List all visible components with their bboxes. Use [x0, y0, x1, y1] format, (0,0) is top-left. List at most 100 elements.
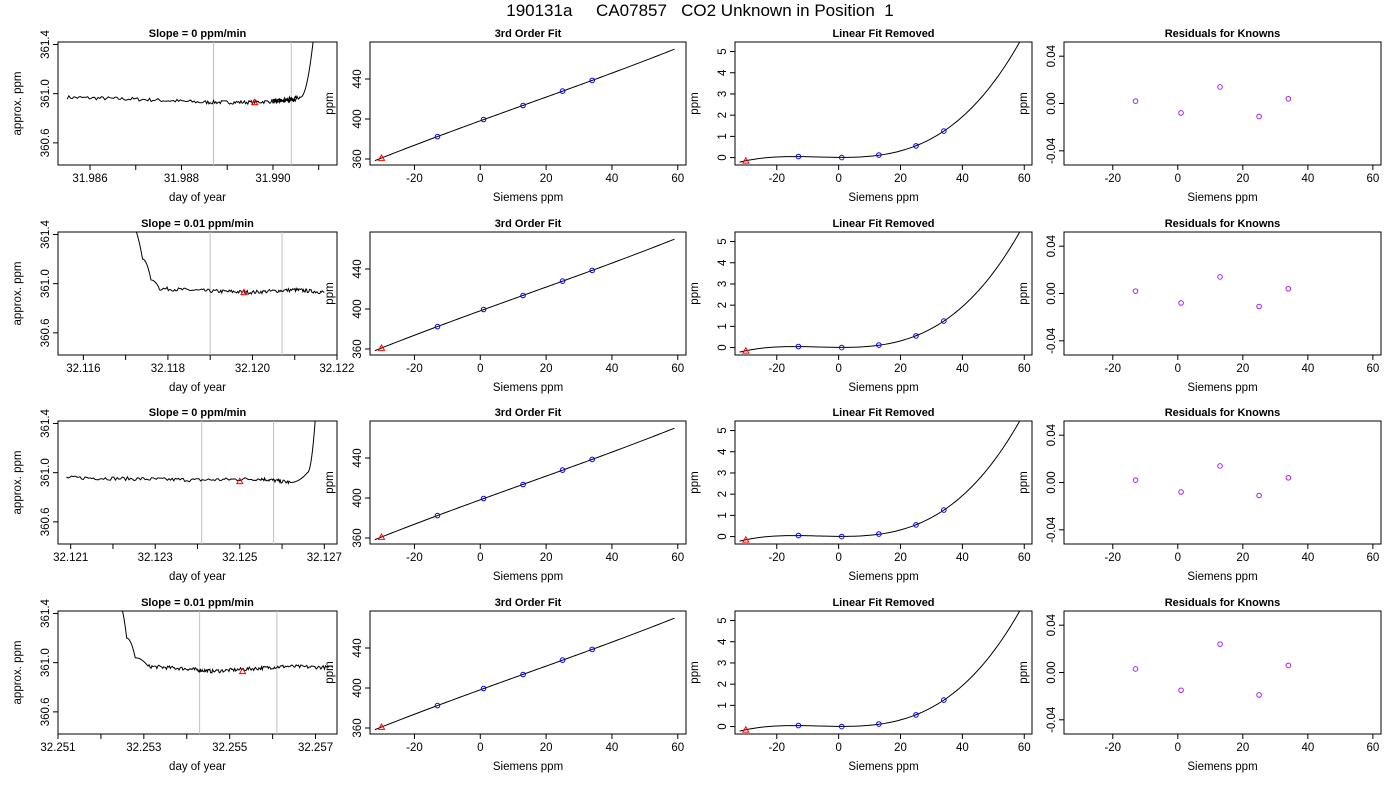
x-tick-label: 60: [1018, 363, 1031, 375]
y-axis-label: ppm: [689, 471, 701, 493]
residuals-panel: Residuals for Knowns -20 0 20 40 60 -0.04 0.00 0…: [1018, 407, 1382, 583]
x-tick-label: 40: [956, 173, 969, 185]
residual-point: [1178, 110, 1184, 116]
y-tick-label: 0.00: [1046, 92, 1058, 114]
x-tick-label: 20: [540, 742, 553, 754]
residual-point: [1217, 641, 1223, 647]
known-standard-point: [434, 323, 441, 330]
x-axis-label: day of year: [169, 761, 226, 773]
known-standard-point: [838, 154, 845, 161]
unknown-point: [377, 153, 386, 161]
known-standard-point: [520, 292, 526, 299]
plot-area: [739, 42, 1021, 164]
x-tick-label: 60: [671, 363, 684, 375]
x-tick-label: -20: [768, 742, 785, 754]
y-tick-label: 5: [717, 427, 729, 433]
x-tick-label: 32.120: [235, 363, 270, 375]
known-standard-point: [913, 712, 919, 718]
x-tick-label: 60: [671, 552, 684, 564]
plot-area: [739, 421, 1021, 543]
y-axis-label: ppm: [324, 661, 336, 683]
residual-point: [1285, 662, 1292, 669]
x-tick-label: 0: [835, 173, 841, 185]
x-tick-label: 60: [1366, 363, 1379, 375]
x-tick-label: 31.990: [255, 173, 290, 185]
tank-id: CA07857: [596, 1, 667, 20]
fit-curve: [374, 238, 675, 352]
x-tick-label: 0: [477, 742, 483, 754]
y-axis-label: ppm: [1018, 282, 1030, 304]
y-tick-label: 4: [717, 69, 729, 76]
panel-title: Linear Fit Removed: [832, 218, 934, 230]
x-tick-label: 32.123: [138, 552, 173, 564]
y-tick-label: 0.04: [1046, 423, 1058, 446]
known-standard-point: [913, 333, 919, 339]
known-standard-point: [941, 128, 947, 134]
known-standard-point: [589, 77, 595, 84]
unknown-point: [741, 725, 750, 733]
unknown-mean-marker: [238, 667, 247, 675]
y-tick-label: 4: [717, 448, 729, 455]
x-tick-label: 60: [1018, 552, 1031, 564]
x-tick-label: 60: [671, 173, 684, 185]
y-tick-label: 2: [717, 491, 729, 497]
y-tick-label: 361.0: [40, 458, 52, 487]
residuals-panel: Residuals for Knowns -20 0 20 40 60 -0.04 0.00 0…: [1018, 218, 1382, 394]
timeseries-panel: Slope = 0 ppm/min 31.986 31.988 31.990 360.6…: [12, 28, 338, 204]
y-axis-label: approx. ppm: [12, 262, 24, 326]
known-standard-point: [941, 507, 947, 513]
residual-point: [1132, 98, 1139, 104]
y-tick-label: 360.6: [40, 128, 52, 157]
x-axis-label: Siemens ppm: [848, 571, 918, 583]
known-standard-point: [434, 512, 441, 519]
x-axis-label: Siemens ppm: [848, 761, 918, 773]
residual-curve: [739, 611, 1021, 732]
residual-point: [1178, 489, 1184, 495]
known-standard-point: [876, 721, 882, 727]
timeseries-panel: Slope = 0.01 ppm/min 32.251 32.253 32.255 32…: [12, 597, 338, 773]
x-tick-label: 32.118: [151, 363, 185, 375]
residual-point: [1285, 285, 1292, 292]
known-standard-point: [913, 143, 919, 149]
x-tick-label: 60: [1366, 552, 1379, 564]
x-tick-label: 0: [477, 363, 483, 375]
y-tick-label: 0: [717, 533, 729, 539]
y-tick-label: 361.0: [40, 648, 52, 677]
y-tick-label: 360: [352, 339, 364, 358]
residual-point: [1217, 463, 1223, 469]
linear-removed-panel: Linear Fit Removed -20 0 20 40 60 0 1 2 3 4 5 Siemen…: [689, 218, 1033, 394]
plot-frame: [57, 420, 338, 545]
x-tick-label: 40: [1301, 742, 1314, 754]
y-tick-label: 361.4: [40, 29, 52, 58]
y-tick-label: 360.6: [40, 697, 52, 726]
y-tick-label: 5: [717, 48, 729, 54]
x-tick-label: 20: [1236, 742, 1249, 754]
known-standard-point: [589, 267, 595, 274]
x-tick-label: 31.986: [72, 173, 107, 185]
x-tick-label: 0: [477, 552, 483, 564]
x-tick-label: 20: [540, 552, 553, 564]
x-tick-label: 40: [606, 363, 619, 375]
y-tick-label: 400: [352, 488, 364, 507]
y-axis-label: ppm: [1018, 92, 1030, 114]
fit-curve: [374, 427, 675, 541]
y-tick-label: 4: [717, 638, 729, 645]
plot-frame: [1063, 41, 1382, 166]
x-tick-label: -20: [406, 552, 423, 564]
known-standard-point: [795, 343, 802, 350]
plot-frame: [1063, 231, 1382, 356]
plot-area: [374, 617, 675, 731]
y-tick-label: 3: [717, 470, 729, 476]
unknown-mean-marker: [235, 477, 244, 485]
fit-curve: [374, 48, 675, 162]
concentration-trace: [66, 42, 314, 106]
plot-area: [1132, 84, 1292, 120]
plot-area: [1132, 274, 1292, 310]
plot-frame: [57, 610, 338, 735]
x-tick-label: 32.122: [319, 363, 354, 375]
known-standard-point: [876, 531, 882, 537]
x-axis-label: Siemens ppm: [848, 192, 918, 204]
known-standard-point: [480, 306, 487, 313]
x-tick-label: 20: [1236, 173, 1249, 185]
y-tick-label: 0.00: [1046, 471, 1058, 493]
